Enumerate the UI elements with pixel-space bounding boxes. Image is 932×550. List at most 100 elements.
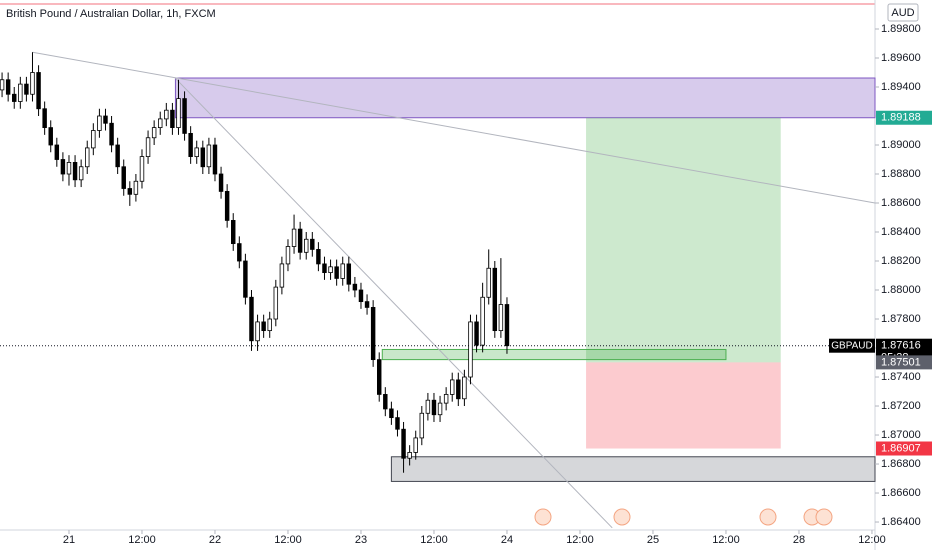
candle-body [18, 83, 23, 102]
y-tick-label: 1.89400 [881, 81, 921, 93]
x-tick-label: 12:00 [128, 534, 156, 546]
event-icons [534, 508, 833, 526]
x-tick-label: 12:00 [274, 534, 302, 546]
candle-body [346, 263, 352, 285]
candle-body [170, 109, 175, 129]
x-tick-label: 21 [63, 534, 75, 546]
zone [174, 77, 876, 119]
candle-body [224, 191, 230, 221]
candle-body [0, 79, 5, 91]
candle-body [462, 376, 467, 400]
trend-line [32, 51, 876, 204]
y-tick-label: 1.89800 [881, 23, 921, 35]
candle-body [24, 83, 29, 95]
candle-body [334, 266, 339, 279]
candle-body [310, 238, 315, 250]
candle-body [480, 296, 485, 346]
x-tick-label: 12:00 [712, 534, 740, 546]
x-tick-label: 12:00 [420, 534, 448, 546]
candle-body [504, 304, 510, 347]
candle-body [54, 144, 60, 160]
candle-body [340, 263, 345, 279]
candle-body [285, 246, 291, 265]
y-tick-label: 1.88600 [881, 197, 921, 209]
candle-body [158, 118, 163, 129]
x-tick-label: 22 [209, 534, 221, 546]
candle-body [200, 147, 206, 168]
candle-body [364, 301, 370, 308]
price-label-box [876, 110, 932, 125]
candle-body [389, 408, 394, 419]
candle-body [48, 127, 53, 146]
price-label: 1.87616 [881, 340, 921, 352]
x-tick-label: 12:00 [858, 534, 886, 546]
zone [390, 456, 876, 482]
y-tick-label: 1.89000 [881, 139, 921, 151]
x-tick-label: 24 [501, 534, 513, 546]
candle-body [12, 93, 17, 102]
candle-body [66, 162, 72, 175]
candle-body [127, 188, 133, 195]
zone [586, 362, 781, 449]
candle-body [316, 249, 321, 265]
y-tick-label: 1.88200 [881, 255, 921, 267]
candle-body [425, 399, 431, 414]
candle-body [474, 321, 479, 346]
candle-body [498, 304, 504, 332]
trend-line [175, 77, 613, 529]
y-tick-label: 1.87800 [881, 313, 921, 325]
candle-body [139, 156, 145, 182]
candle-body [115, 144, 120, 168]
candle-body [273, 286, 279, 320]
candle-body [304, 238, 309, 253]
currency[interactable]: AUD [891, 7, 914, 19]
symbol-tag-box [829, 338, 875, 353]
plot-area [0, 51, 876, 529]
candle-body [443, 394, 449, 404]
candle-body [72, 162, 78, 181]
candle-body [164, 109, 169, 120]
candle-body [243, 260, 248, 298]
candle-body [419, 412, 425, 439]
currency-box[interactable] [887, 3, 919, 22]
candle-body [133, 180, 139, 195]
y-tick-label: 1.87400 [881, 371, 921, 383]
x-tick-label: 28 [793, 534, 805, 546]
y-tick-label: 1.87000 [881, 429, 921, 441]
candle-body [231, 220, 236, 245]
candle-body [109, 122, 114, 146]
candle-body [261, 321, 266, 332]
candle-body [206, 144, 212, 168]
candle-body [60, 159, 66, 175]
candle-body [36, 72, 41, 110]
candle-body [42, 108, 47, 129]
candle-body [431, 399, 437, 416]
candle-body [291, 228, 297, 247]
candle-body [103, 115, 108, 124]
candle-body [395, 417, 400, 430]
candle-body [255, 321, 260, 342]
candle-body [413, 437, 418, 453]
candle-body [297, 228, 303, 253]
candle-body [407, 452, 412, 459]
price-label-box [876, 441, 932, 456]
y-tick-label: 1.88400 [881, 226, 921, 238]
candle-body [267, 318, 272, 332]
y-tick-label: 1.88000 [881, 284, 921, 296]
candle-body [151, 127, 157, 139]
y-tick-label: 1.86600 [881, 487, 921, 499]
zone [381, 348, 727, 361]
x-tick-label: 25 [647, 534, 659, 546]
candle-body [352, 283, 358, 291]
candle-body [486, 267, 491, 298]
candle-body [121, 166, 126, 189]
candle-body [401, 428, 406, 459]
candle-body [97, 115, 102, 131]
candle-body [468, 321, 473, 378]
y-tick-label: 1.86400 [881, 516, 921, 528]
candle-body [182, 98, 187, 134]
candle-body [78, 166, 84, 181]
candle-body [328, 266, 333, 274]
candle-body [370, 307, 376, 361]
